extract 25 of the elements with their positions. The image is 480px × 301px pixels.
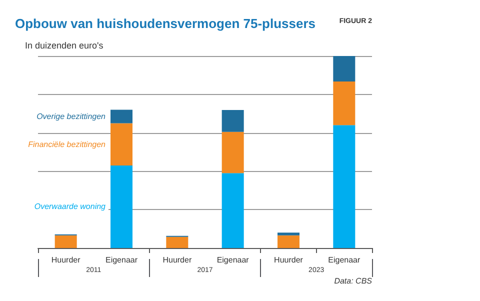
x-tick-label: Eigenaar (328, 256, 361, 264)
bar (110, 165, 132, 248)
x-tick-label: Huurder (274, 256, 304, 264)
x-tick-label: Huurder (162, 256, 192, 264)
bar (333, 56, 356, 82)
bar (222, 173, 244, 248)
x-tick-label: Eigenaar (216, 256, 250, 264)
x-tick-label: Eigenaar (105, 256, 138, 264)
series-label: Overige bezittingen (36, 112, 106, 121)
bar (110, 123, 132, 166)
series-label: Financiële bezittingen (28, 140, 106, 149)
bar (222, 132, 244, 174)
bar (278, 235, 300, 248)
chart-subtitle: In duizenden euro's (25, 40, 104, 50)
bar (222, 110, 244, 132)
series-label: Overwaarde woning (34, 202, 106, 212)
text: Data: CBS (334, 276, 373, 286)
chart-title: Opbouw van huishoudensvermogen 75-plussers (15, 16, 316, 31)
bar (54, 235, 77, 248)
bar (166, 236, 188, 248)
bar (110, 110, 132, 124)
bar (278, 232, 300, 236)
x-tick-label: Huurder (51, 256, 81, 264)
bar (333, 125, 356, 248)
bar (333, 82, 356, 126)
